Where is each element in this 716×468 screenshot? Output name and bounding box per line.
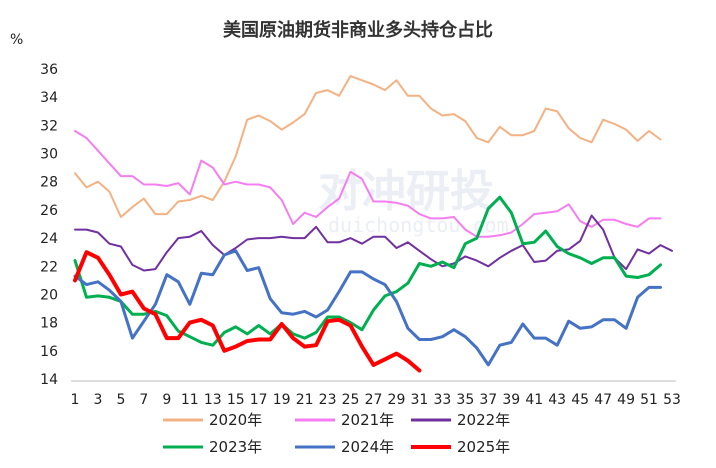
legend-item: 2022年 <box>411 411 510 429</box>
x-tick-label: 29 <box>388 392 406 408</box>
y-axis-label: % <box>10 32 23 48</box>
x-axis-ticks: 1 3 5 7 9 11 13 15 17 19 21 23 25 27 29 31 33 35 37 39 41 43 4… <box>71 392 681 408</box>
x-tick-label: 37 <box>479 392 497 408</box>
legend-item: 2024年 <box>295 438 394 456</box>
x-tick-label: 5 <box>116 392 125 408</box>
y-tick-label: 28 <box>40 175 58 191</box>
series-line-6 <box>73 250 422 373</box>
x-tick-label: 3 <box>94 392 103 408</box>
x-tick-label: 45 <box>571 392 589 408</box>
x-tick-label: 9 <box>162 392 171 408</box>
x-tick-label: 35 <box>456 392 474 408</box>
y-tick-label: 32 <box>40 118 58 134</box>
x-tick-label: 41 <box>525 392 543 408</box>
x-tick-label: 15 <box>227 392 245 408</box>
x-tick-label: 23 <box>319 392 337 408</box>
watermark: 对冲研投 duichongtou.com <box>318 166 509 237</box>
y-axis-ticks: 14 16 18 20 22 24 26 28 30 32 34 36 <box>40 62 58 388</box>
legend-label: 2021年 <box>341 411 394 429</box>
x-tick-label: 7 <box>139 392 148 408</box>
x-tick-label: 43 <box>548 392 566 408</box>
series-line-4 <box>73 195 662 347</box>
x-tick-label: 21 <box>296 392 314 408</box>
x-tick-label: 1 <box>71 392 80 408</box>
x-tick-label: 51 <box>640 392 658 408</box>
legend-item: 2020年 <box>163 411 262 429</box>
y-tick-label: 16 <box>40 344 58 360</box>
y-tick-label: 14 <box>40 372 58 388</box>
x-tick-label: 47 <box>594 392 612 408</box>
y-tick-label: 30 <box>40 147 58 163</box>
legend-item: 2025年 <box>411 438 510 456</box>
x-tick-label: 31 <box>411 392 429 408</box>
x-tick-label: 39 <box>502 392 520 408</box>
series-lines <box>73 75 673 373</box>
y-tick-label: 36 <box>40 62 58 78</box>
series-line-3 <box>74 214 673 272</box>
y-tick-label: 26 <box>40 203 58 219</box>
x-tick-label: 49 <box>617 392 635 408</box>
legend-label: 2023年 <box>209 438 262 456</box>
y-tick-label: 24 <box>40 231 58 247</box>
legend-label: 2022年 <box>457 411 510 429</box>
y-tick-label: 22 <box>40 259 58 275</box>
legend-label: 2024年 <box>341 438 394 456</box>
legend-label: 2020年 <box>209 411 262 429</box>
chart-title: 美国原油期货非商业多头持仓占比 <box>223 19 493 41</box>
x-tick-label: 33 <box>433 392 451 408</box>
y-tick-label: 20 <box>40 287 58 303</box>
series-line-2 <box>74 130 662 238</box>
series-line-5 <box>73 249 662 367</box>
x-tick-label: 25 <box>342 392 360 408</box>
y-tick-label: 34 <box>40 90 58 106</box>
y-tick-label: 18 <box>40 316 58 332</box>
x-tick-label: 53 <box>663 392 681 408</box>
x-tick-label: 19 <box>273 392 291 408</box>
legend: 2020年 2021年 2022年 2023年 2024年 2025年 <box>163 411 510 456</box>
watermark-text: 对冲研投 <box>318 166 494 217</box>
x-tick-label: 27 <box>365 392 383 408</box>
x-tick-label: 13 <box>204 392 222 408</box>
legend-label: 2025年 <box>457 438 510 456</box>
x-tick-label: 11 <box>181 392 199 408</box>
series-line-1 <box>74 75 662 218</box>
legend-item: 2021年 <box>295 411 394 429</box>
x-tick-label: 17 <box>250 392 268 408</box>
legend-item: 2023年 <box>163 438 262 456</box>
